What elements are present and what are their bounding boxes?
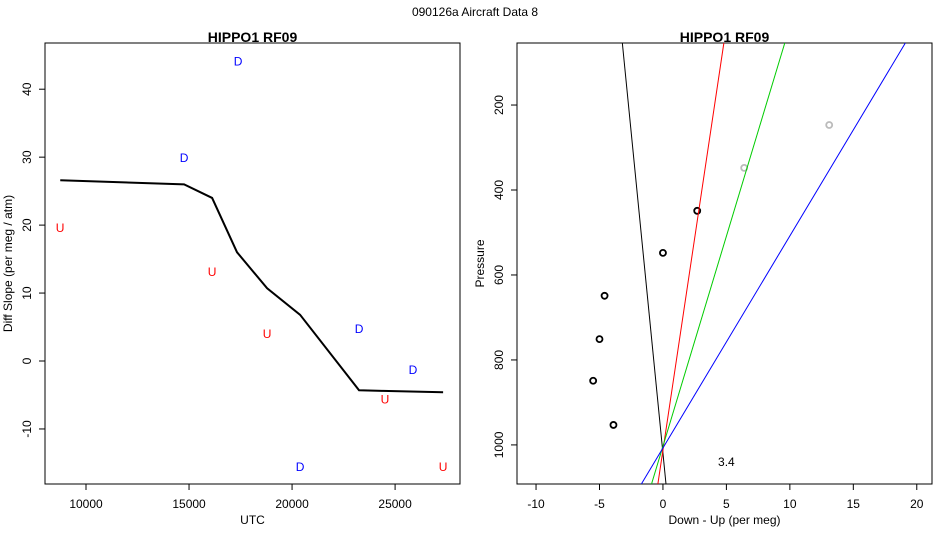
line — [651, 42, 786, 485]
line — [657, 42, 725, 485]
point-letter: D — [409, 363, 418, 377]
y-tick-label: 800 — [492, 350, 506, 370]
y-tick-label: 1000 — [492, 431, 506, 458]
point-letter: U — [439, 460, 448, 474]
x-tick-label: 10 — [783, 497, 797, 511]
x-tick-label: 25000 — [378, 497, 412, 511]
point — [589, 376, 598, 385]
line — [640, 42, 906, 485]
line — [60, 179, 444, 394]
point-letter: D — [180, 151, 189, 165]
y-tick-label: 20 — [20, 218, 34, 232]
line — [621, 42, 667, 485]
chart-title: HIPPO1 RF09 — [208, 29, 298, 45]
x-axis-label: UTC — [240, 513, 265, 527]
point — [600, 291, 609, 300]
y-tick-label: 40 — [20, 82, 34, 96]
x-tick-label: -5 — [594, 497, 605, 511]
point-letter: U — [381, 393, 390, 407]
y-tick-label: 0 — [20, 357, 34, 364]
y-axis-label: Pressure — [473, 239, 487, 287]
y-tick-label: 600 — [492, 265, 506, 285]
y-tick-label: 10 — [20, 286, 34, 300]
annotation: 3.4 — [718, 455, 735, 469]
x-tick-label: 15 — [847, 497, 861, 511]
x-tick-label: 10000 — [69, 497, 103, 511]
x-axis-label: Down - Up (per meg) — [668, 513, 780, 527]
x-tick-label: -10 — [527, 497, 545, 511]
x-tick-label: 20000 — [275, 497, 309, 511]
plot-frame — [44, 42, 461, 485]
point-letter: D — [296, 460, 305, 474]
y-tick-label: -10 — [20, 420, 34, 438]
point — [693, 206, 702, 215]
point — [609, 421, 618, 429]
point-letter: D — [234, 54, 243, 68]
point — [659, 248, 667, 257]
y-tick-label: 400 — [492, 180, 506, 200]
point-letter: U — [263, 327, 272, 341]
x-tick-label: 15000 — [172, 497, 206, 511]
plot-frame — [516, 42, 933, 485]
chart-title: HIPPO1 RF09 — [680, 29, 770, 45]
point — [595, 335, 604, 344]
point-letter: D — [355, 322, 364, 336]
x-tick-label: 0 — [660, 497, 667, 511]
point-letter: U — [208, 265, 217, 279]
figure-title: 090126a Aircraft Data 8 — [412, 5, 538, 19]
x-tick-label: 20 — [910, 497, 924, 511]
point — [825, 121, 834, 129]
point-letter: U — [56, 221, 65, 235]
y-axis-label: Diff Slope (per meg / atm) — [1, 195, 15, 332]
x-tick-label: 5 — [723, 497, 730, 511]
y-tick-label: 200 — [492, 95, 506, 115]
y-tick-label: 30 — [20, 150, 34, 164]
